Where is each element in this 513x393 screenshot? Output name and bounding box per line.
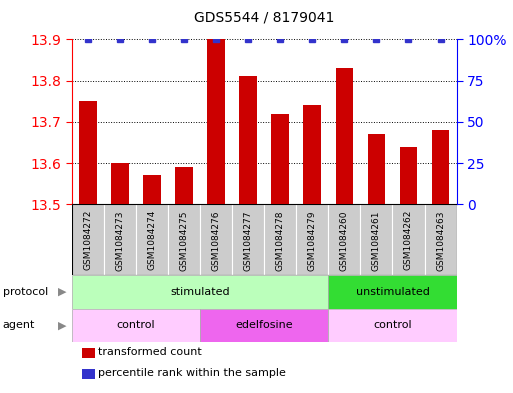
Bar — [336, 68, 353, 204]
Bar — [143, 175, 161, 204]
Text: ▶: ▶ — [58, 287, 67, 297]
Text: control: control — [116, 320, 155, 330]
Text: stimulated: stimulated — [170, 287, 230, 297]
Bar — [400, 147, 417, 204]
Bar — [271, 114, 289, 204]
Bar — [72, 275, 328, 309]
Text: GSM1084276: GSM1084276 — [211, 210, 221, 270]
Text: GSM1084275: GSM1084275 — [180, 210, 189, 270]
Text: GSM1084262: GSM1084262 — [404, 210, 413, 270]
Bar — [136, 204, 168, 275]
Bar — [72, 309, 200, 342]
Text: GSM1084278: GSM1084278 — [275, 210, 285, 270]
Text: GDS5544 / 8179041: GDS5544 / 8179041 — [194, 11, 334, 25]
Text: GSM1084273: GSM1084273 — [115, 210, 125, 270]
Text: GSM1084274: GSM1084274 — [147, 210, 156, 270]
Bar — [72, 204, 104, 275]
Text: unstimulated: unstimulated — [356, 287, 429, 297]
Text: control: control — [373, 320, 412, 330]
Bar — [168, 204, 200, 275]
Bar — [392, 204, 424, 275]
Text: protocol: protocol — [3, 287, 48, 297]
Bar — [296, 204, 328, 275]
Text: GSM1084263: GSM1084263 — [436, 210, 445, 270]
Text: percentile rank within the sample: percentile rank within the sample — [98, 368, 286, 378]
Text: GSM1084261: GSM1084261 — [372, 210, 381, 270]
Text: GSM1084277: GSM1084277 — [244, 210, 253, 270]
Bar — [240, 76, 257, 204]
Bar — [328, 309, 457, 342]
Bar — [79, 101, 96, 204]
Text: GSM1084260: GSM1084260 — [340, 210, 349, 270]
Text: edelfosine: edelfosine — [235, 320, 293, 330]
Bar — [424, 204, 457, 275]
Text: GSM1084272: GSM1084272 — [83, 210, 92, 270]
Bar — [175, 167, 193, 204]
Bar — [232, 204, 264, 275]
Bar — [304, 105, 321, 204]
Bar — [432, 130, 449, 204]
Text: transformed count: transformed count — [98, 347, 202, 357]
Bar — [104, 204, 136, 275]
Bar — [207, 39, 225, 204]
Bar — [200, 204, 232, 275]
Bar — [111, 163, 129, 204]
Bar — [200, 309, 328, 342]
Text: GSM1084279: GSM1084279 — [308, 210, 317, 270]
Bar — [328, 275, 457, 309]
Text: ▶: ▶ — [58, 320, 67, 330]
Text: agent: agent — [3, 320, 35, 330]
Bar — [328, 204, 360, 275]
Bar — [368, 134, 385, 204]
Bar — [360, 204, 392, 275]
Bar — [264, 204, 296, 275]
